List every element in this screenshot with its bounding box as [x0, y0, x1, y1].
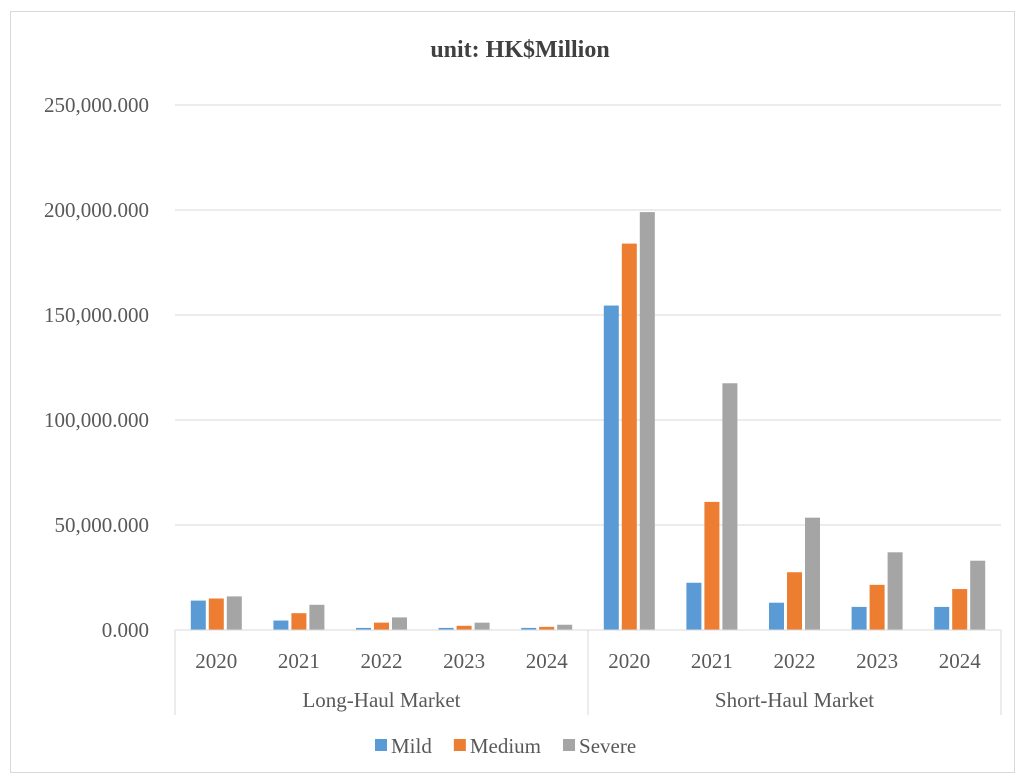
legend-swatch-mild [375, 739, 387, 751]
chart-title: unit: HK$Million [430, 37, 609, 63]
bar-medium [621, 243, 637, 630]
x-tick-label: 2020 [195, 649, 237, 673]
bar-medium [704, 501, 720, 630]
bar-medium [208, 598, 224, 630]
chart-frame: unit: HK$Million 0.000 50,000.000 100,000.… [10, 11, 1015, 773]
bar-severe [392, 617, 407, 630]
bar-mild [356, 627, 371, 630]
bar-medium [291, 613, 307, 630]
bar-severe [474, 622, 490, 630]
bar-severe [805, 517, 820, 630]
bar-severe [557, 624, 573, 630]
bar-severe [309, 604, 325, 630]
legend: Mild Medium Severe [375, 734, 636, 758]
bar-medium [787, 572, 802, 630]
bar-medium [952, 589, 968, 630]
group-label: Short-Haul Market [715, 688, 874, 712]
x-tick-label: 2022 [361, 649, 403, 673]
y-tick-label: 100,000.000 [44, 408, 149, 432]
y-axis-tick-labels: 0.000 50,000.000 100,000.000 150,000.000 200… [44, 93, 149, 642]
x-tick-label: 2021 [278, 649, 320, 673]
y-tick-label: 50,000.000 [55, 513, 150, 537]
bar-mild [521, 627, 537, 630]
legend-swatch-medium [453, 739, 466, 751]
y-tick-label: 150,000.000 [44, 303, 149, 327]
chart-svg: unit: HK$Million 0.000 50,000.000 100,000.… [44, 37, 1002, 758]
x-tick-label: 2024 [939, 649, 982, 673]
bar-medium [456, 625, 472, 630]
legend-label-medium: Medium [470, 734, 541, 758]
y-tick-label: 200,000.000 [44, 198, 149, 222]
legend-label-severe: Severe [579, 734, 636, 758]
legend-label-mild: Mild [391, 734, 432, 758]
bar-mild [273, 620, 289, 630]
x-axis: 2020 2021 2022 2023 2024 2020 2021 2022 2023 2024… [174, 629, 1002, 715]
bar-mild [190, 600, 206, 630]
bar-severe [970, 560, 986, 630]
bar-medium [374, 622, 389, 630]
x-tick-label: 2023 [443, 649, 485, 673]
bar-severe [887, 552, 903, 630]
gridlines [175, 104, 1001, 631]
bar-mild [438, 627, 454, 630]
bar-mild [686, 582, 702, 630]
x-tick-label: 2023 [856, 649, 898, 673]
bar-medium [869, 584, 885, 630]
x-tick-label: 2021 [691, 649, 733, 673]
group-label: Long-Haul Market [302, 688, 460, 712]
bar-severe [722, 383, 738, 630]
bar-severe [226, 596, 242, 630]
x-tick-label: 2022 [774, 649, 816, 673]
bar-severe [639, 212, 655, 630]
bar-mild [934, 606, 950, 630]
bar-mild [851, 606, 867, 630]
x-tick-label: 2020 [608, 649, 650, 673]
x-tick-label: 2024 [526, 649, 569, 673]
bar-mild [603, 305, 619, 630]
y-tick-label: 0.000 [102, 618, 149, 642]
bars [190, 212, 986, 630]
legend-swatch-severe [563, 739, 576, 751]
bar-mild [769, 602, 784, 630]
y-tick-label: 250,000.000 [44, 93, 149, 117]
bar-medium [539, 626, 555, 630]
